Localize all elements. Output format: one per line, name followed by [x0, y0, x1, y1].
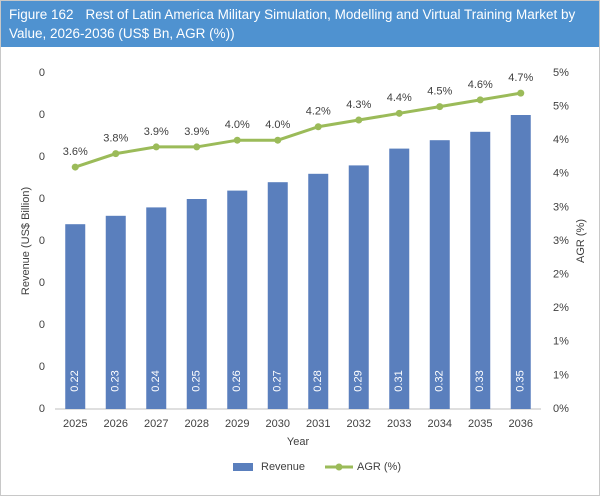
bar [308, 173, 329, 409]
x-tick-label: 2026 [104, 418, 128, 430]
y-tick-label: 0 [39, 67, 45, 79]
bar [470, 131, 491, 410]
x-tick-label: 2028 [185, 418, 209, 430]
bar [227, 190, 248, 409]
bar-value-label: 0.29 [353, 370, 365, 391]
y-tick-label: 0 [39, 403, 45, 415]
line-marker [314, 123, 322, 131]
y2-tick-label: 2% [553, 269, 569, 281]
y2-tick-label: 0% [553, 403, 569, 415]
y2-tick-label: 1% [553, 369, 569, 381]
x-axis-title: Year [287, 436, 310, 448]
y2-axis-title: AGR (%) [575, 219, 587, 263]
x-tick-label: 2032 [347, 418, 371, 430]
line-value-label: 4.0% [225, 119, 250, 131]
bar [510, 115, 531, 409]
legend-label: Revenue [261, 461, 305, 473]
y2-tick-label: 2% [553, 302, 569, 314]
x-tick-label: 2030 [266, 418, 290, 430]
x-tick-label: 2027 [144, 418, 168, 430]
line-value-label: 3.9% [144, 126, 169, 138]
line-value-label: 4.4% [387, 92, 412, 104]
y2-tick-label: 5% [553, 101, 569, 113]
bar-value-label: 0.24 [150, 370, 162, 391]
bar-value-label: 0.27 [272, 370, 284, 391]
bar-value-label: 0.23 [110, 370, 122, 391]
bar [267, 182, 288, 409]
chart-title: Rest of Latin America Military Simulatio… [9, 7, 576, 41]
line-marker [274, 136, 282, 144]
line-value-label: 4.5% [427, 86, 452, 98]
bar [429, 140, 450, 409]
bar-value-label: 0.28 [312, 370, 324, 391]
line-value-label: 4.3% [346, 99, 371, 111]
bar-value-label: 0.32 [434, 370, 446, 391]
y-tick-label: 0 [39, 151, 45, 163]
bar [186, 199, 207, 409]
bar [65, 224, 86, 409]
line-marker [355, 116, 363, 124]
x-tick-label: 2034 [428, 418, 452, 430]
line-value-label: 3.9% [184, 126, 209, 138]
line-marker [112, 150, 120, 158]
y-axis-title: Revenue (US$ Billion) [20, 187, 32, 295]
bar-value-label: 0.35 [515, 370, 527, 391]
bar-value-label: 0.31 [393, 370, 405, 391]
line-marker [476, 96, 484, 104]
y-tick-label: 0 [39, 319, 45, 331]
y2-tick-label: 4% [553, 134, 569, 146]
x-tick-label: 2029 [225, 418, 249, 430]
line-marker [193, 143, 201, 151]
line [74, 91, 521, 169]
bar-value-label: 0.25 [191, 370, 203, 391]
line-value-label: 4.0% [265, 119, 290, 131]
x-tick-label: 2025 [63, 418, 87, 430]
bar-value-label: 0.22 [69, 370, 81, 391]
bar-value-label: 0.33 [474, 370, 486, 391]
x-tick-label: 2033 [387, 418, 411, 430]
x-tick-label: 2035 [468, 418, 492, 430]
y-tick-label: 0 [39, 193, 45, 205]
bar-value-label: 0.26 [231, 370, 243, 391]
line-value-label: 4.2% [306, 106, 331, 118]
line-marker [71, 163, 79, 171]
bar [389, 148, 410, 409]
y2-tick-label: 4% [553, 168, 569, 180]
line-marker [395, 109, 403, 117]
y-tick-label: 0 [39, 109, 45, 121]
y2-tick-label: 5% [553, 67, 569, 79]
bar [146, 207, 167, 409]
bar [348, 165, 369, 409]
x-tick-label: 2031 [306, 418, 330, 430]
legend-swatch [233, 463, 253, 471]
bar [105, 215, 126, 409]
figure-label: Figure 162 [9, 7, 74, 22]
y2-tick-label: 3% [553, 201, 569, 213]
line-value-label: 4.6% [468, 79, 493, 91]
line-value-label: 3.8% [103, 133, 128, 145]
line-marker [517, 89, 525, 97]
y-tick-label: 0 [39, 277, 45, 289]
y-tick-label: 0 [39, 235, 45, 247]
y-tick-label: 0 [39, 361, 45, 373]
y2-tick-label: 1% [553, 336, 569, 348]
line-marker [152, 143, 160, 151]
y2-tick-label: 3% [553, 235, 569, 247]
line-marker [233, 136, 241, 144]
line-marker [436, 103, 444, 111]
legend-swatch [335, 463, 343, 471]
header: Figure 162 Rest of Latin America Military… [1, 1, 599, 47]
legend-label: AGR (%) [357, 461, 401, 473]
line-value-label: 4.7% [508, 72, 533, 84]
x-tick-label: 2036 [509, 418, 533, 430]
line-value-label: 3.6% [63, 146, 88, 158]
